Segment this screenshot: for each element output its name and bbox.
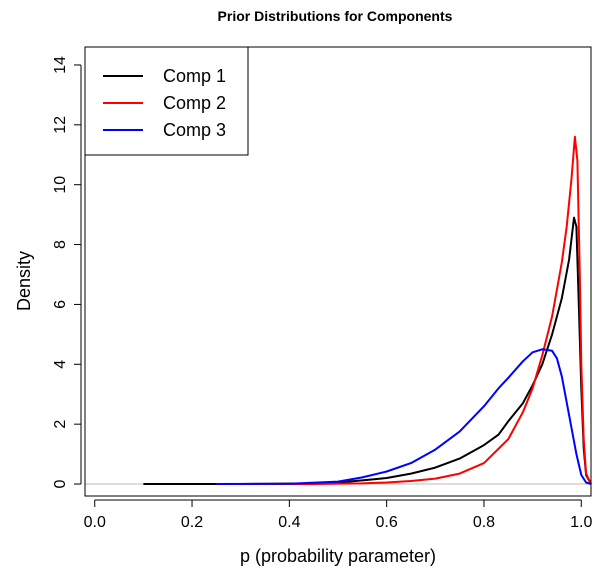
- y-tick-label: 0: [52, 479, 69, 488]
- y-tick-label: 10: [52, 176, 69, 194]
- series-line-1: [143, 216, 592, 485]
- series-line-2: [216, 135, 592, 485]
- chart-title: Prior Distributions for Components: [218, 8, 453, 24]
- x-tick-label: 0.2: [181, 514, 203, 531]
- x-tick-label: 0.8: [473, 514, 495, 531]
- y-axis-title: Density: [14, 251, 34, 311]
- y-tick-label: 14: [52, 56, 69, 74]
- x-axis: 0.0 0.2 0.4 0.6 0.8 1.0: [84, 499, 592, 531]
- x-axis-title: p (probability parameter): [240, 546, 436, 566]
- y-axis: 0 2 4 6 8 10 12 14: [52, 56, 82, 488]
- x-tick-label: 1.0: [570, 514, 592, 531]
- series-line-3: [216, 348, 592, 485]
- series-group: [143, 135, 592, 485]
- legend-label: Comp 3: [163, 120, 226, 140]
- y-tick-label: 2: [52, 420, 69, 429]
- legend-box: [84, 46, 249, 156]
- y-tick-label: 8: [52, 240, 69, 249]
- x-tick-label: 0.6: [376, 514, 398, 531]
- x-tick-label: 0.0: [84, 514, 106, 531]
- legend-items: Comp 1 Comp 2 Comp 3: [103, 66, 226, 140]
- y-tick-label: 4: [52, 360, 69, 369]
- plot-box: [84, 46, 592, 497]
- y-tick-label: 6: [52, 300, 69, 309]
- legend-label: Comp 2: [163, 93, 226, 113]
- x-tick-label: 0.4: [278, 514, 300, 531]
- legend-label: Comp 1: [163, 66, 226, 86]
- legend: Comp 1 Comp 2 Comp 3: [84, 46, 249, 156]
- y-tick-label: 12: [52, 116, 69, 134]
